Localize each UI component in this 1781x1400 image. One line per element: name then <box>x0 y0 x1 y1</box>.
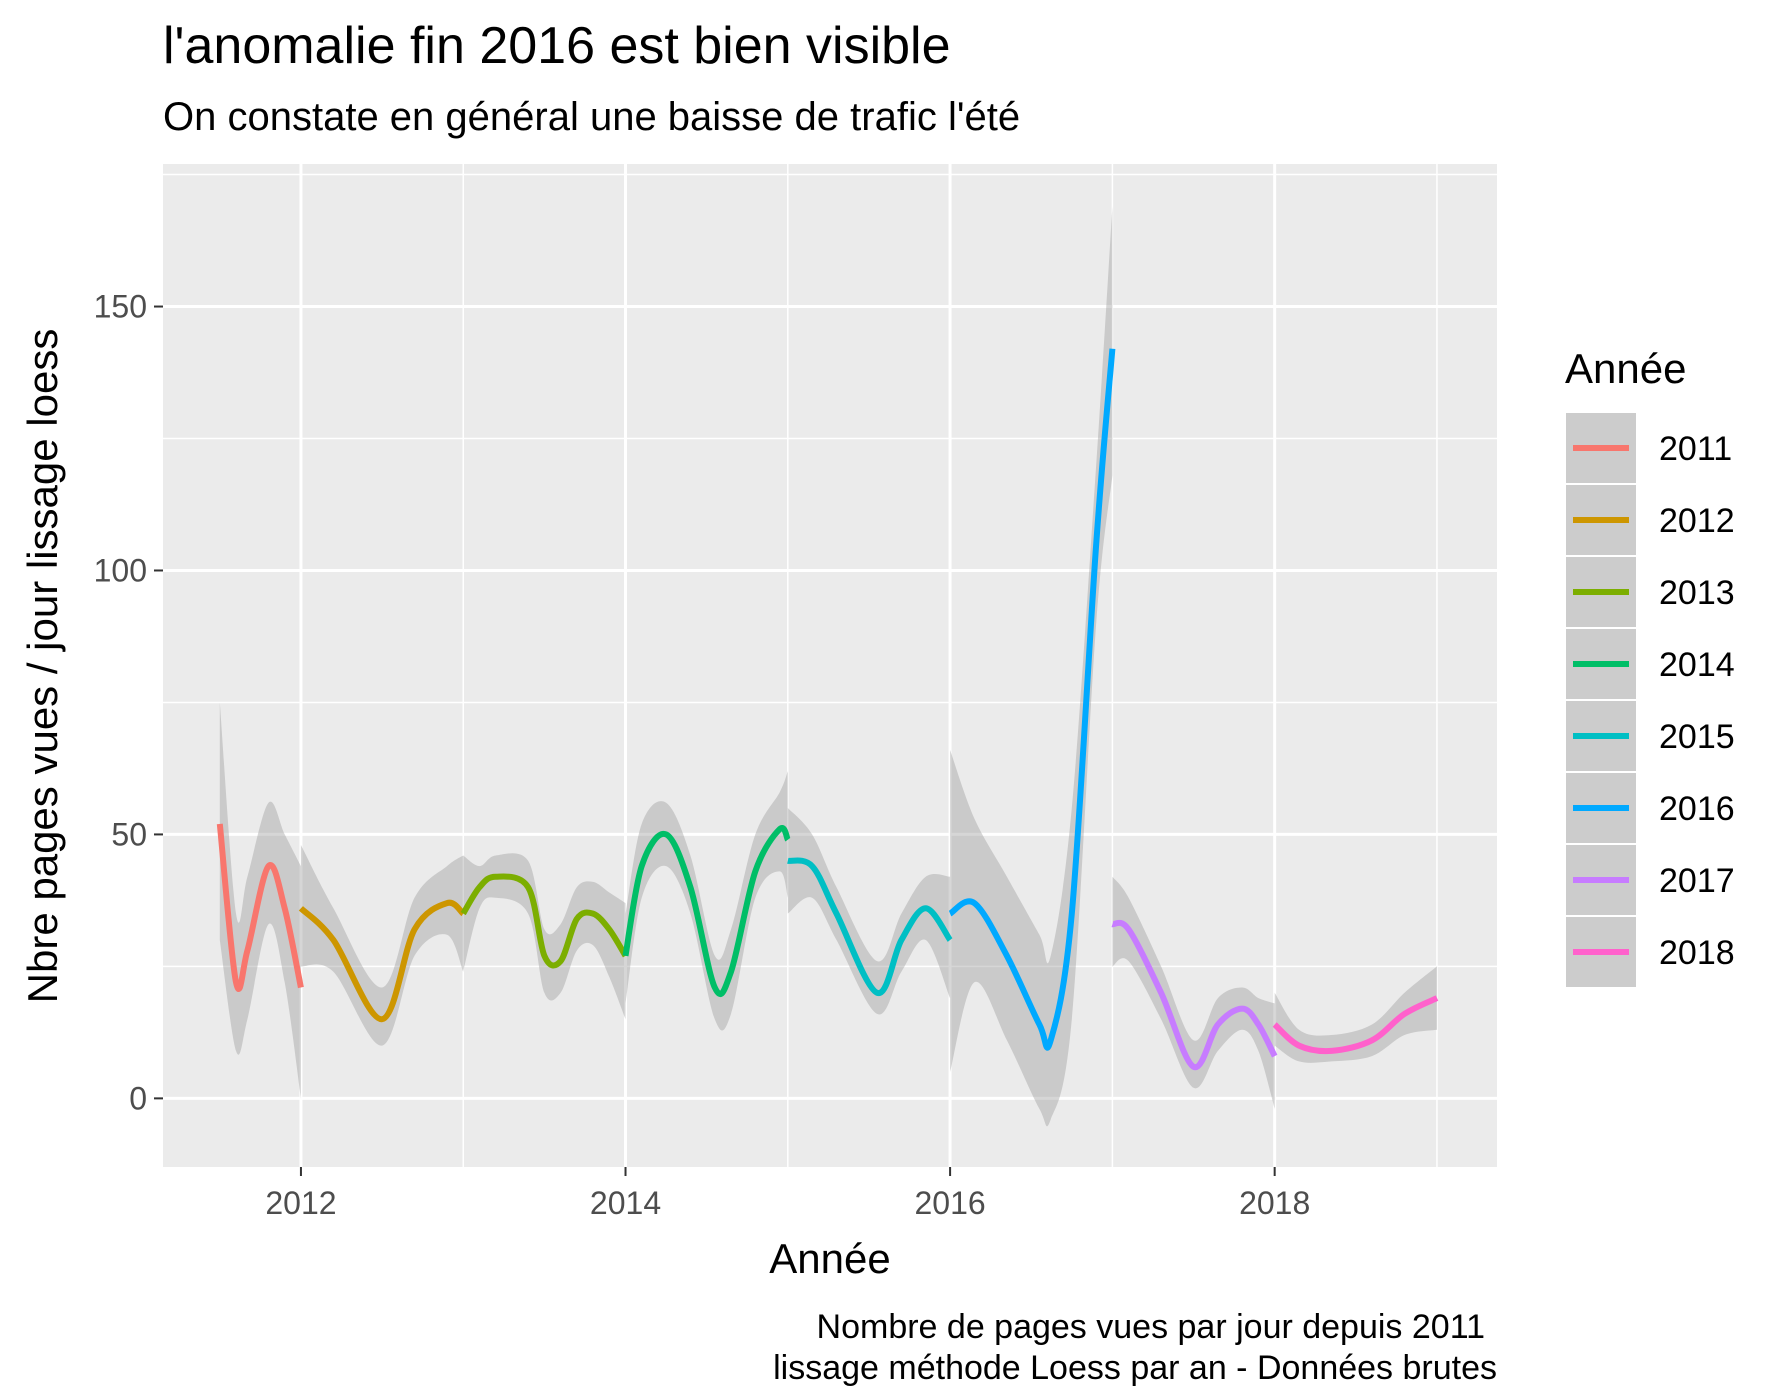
line-2011 <box>216 823 304 992</box>
chart-subtitle: On constate en général une baisse de tra… <box>163 95 1020 139</box>
x-axis: 2012 2014 2016 2018 <box>265 1167 1310 1221</box>
ribbon-2017 <box>1112 876 1275 1109</box>
legend: 2011 2012 2013 2014 2015 2016 2017 2018 <box>1564 411 1735 989</box>
legend-title: Année <box>1565 345 1686 392</box>
legend-label-2015: 2015 <box>1659 718 1735 756</box>
series-lines <box>216 348 1439 1070</box>
y-tick-label: 0 <box>129 1080 147 1116</box>
legend-label-2017: 2017 <box>1659 862 1735 900</box>
x-axis-title: Année <box>769 1235 890 1282</box>
line-2014 <box>622 824 791 997</box>
caption-line-1: Nombre de pages vues par jour depuis 201… <box>817 1308 1485 1346</box>
line-2013 <box>460 873 629 969</box>
y-axis-title: Nbre pages vues / jour lissage loess <box>19 329 66 1004</box>
x-tick-label: 2014 <box>590 1185 661 1221</box>
legend-label-2012: 2012 <box>1659 502 1735 540</box>
line-2012 <box>298 899 466 1023</box>
line-2016 <box>948 348 1116 1051</box>
chart-title: l'anomalie fin 2016 est bien visible <box>163 17 951 75</box>
y-tick-label: 100 <box>94 552 147 588</box>
legend-label-2018: 2018 <box>1659 934 1735 972</box>
x-tick-label: 2016 <box>914 1185 985 1221</box>
grid-major <box>163 164 1497 1167</box>
x-tick-label: 2012 <box>265 1185 336 1221</box>
y-tick-label: 50 <box>111 816 147 852</box>
line-2018 <box>1272 995 1439 1055</box>
y-tick-label: 150 <box>94 289 147 325</box>
x-tick-label: 2018 <box>1239 1185 1310 1221</box>
legend-label-2013: 2013 <box>1659 574 1735 612</box>
ribbon-2012 <box>300 845 464 1046</box>
ribbon-2013 <box>463 853 626 1020</box>
line-2015 <box>787 857 953 996</box>
caption-line-2: lissage méthode Loess par an - Données b… <box>773 1349 1497 1387</box>
legend-label-2011: 2011 <box>1659 430 1732 468</box>
line-2017 <box>1111 919 1278 1070</box>
ribbon-2018 <box>1274 966 1437 1063</box>
legend-label-2016: 2016 <box>1659 790 1735 828</box>
y-axis: 0 50 100 150 <box>94 289 163 1116</box>
legend-label-2014: 2014 <box>1659 646 1735 684</box>
